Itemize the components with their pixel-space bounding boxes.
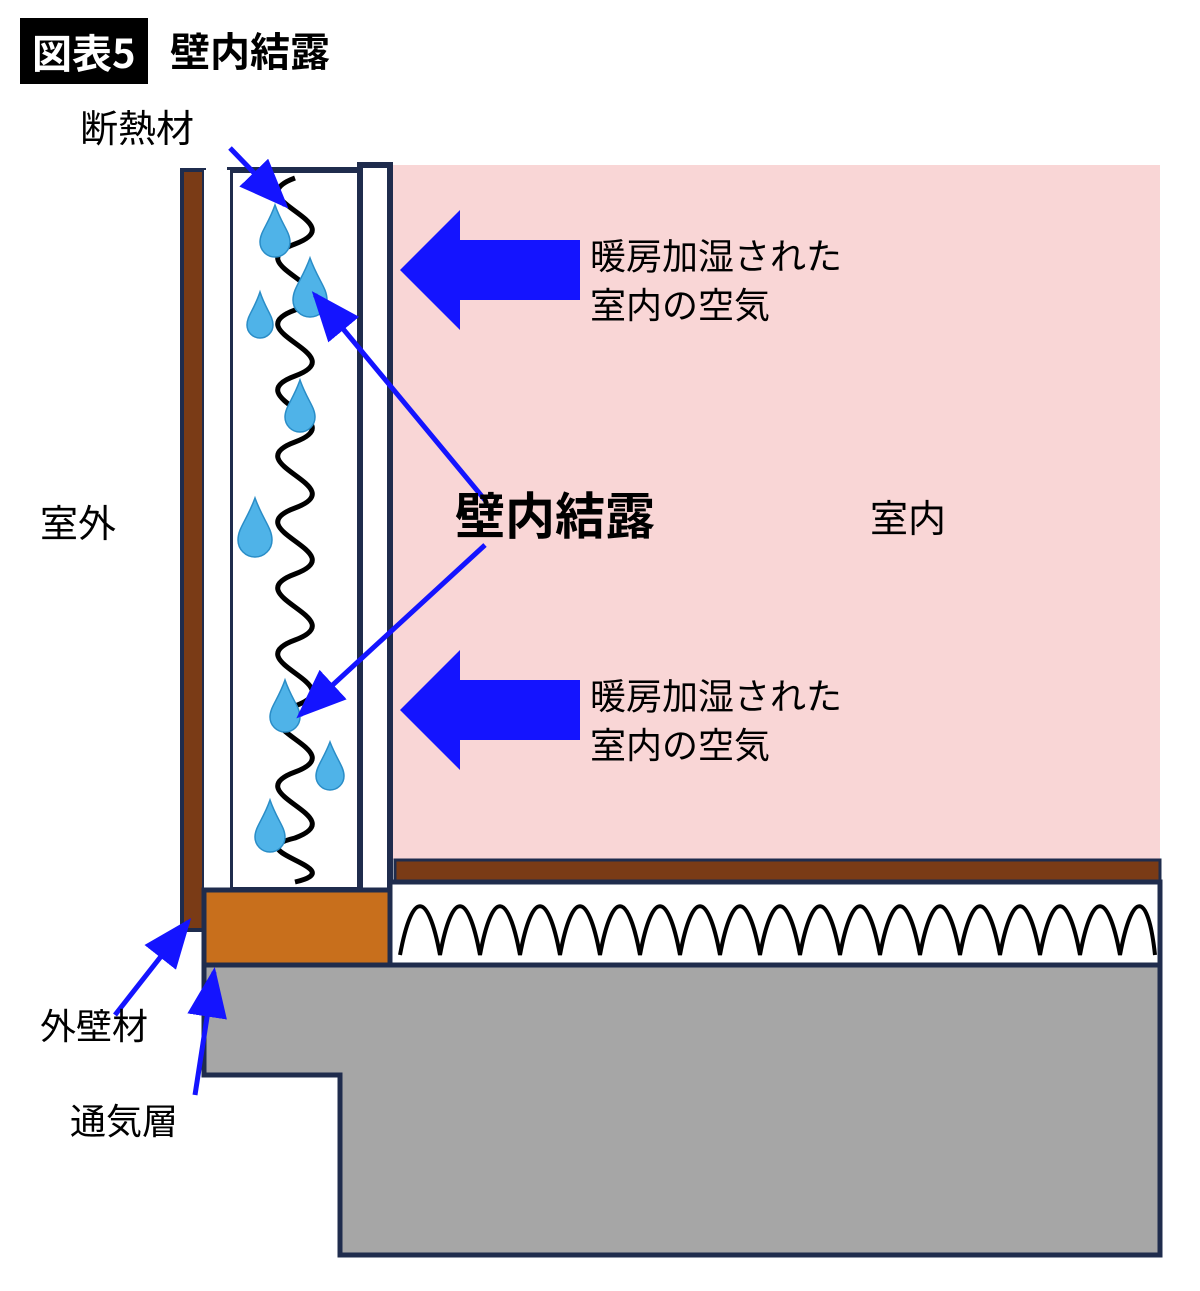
ventilation-gap (204, 170, 230, 890)
floor-board (395, 860, 1160, 882)
diagram-canvas (0, 0, 1200, 1291)
outdoor-label: 室外 (40, 495, 116, 546)
insulation-label: 断熱材 (80, 100, 194, 151)
humid-air-label-top: 暖房加湿された 室内の空気 (590, 230, 842, 327)
humid-air-label-bottom: 暖房加湿された 室内の空気 (590, 670, 842, 767)
sill-block (204, 890, 390, 965)
vent-layer-label: 通気層 (70, 1095, 178, 1144)
indoor-label: 室内 (870, 490, 946, 541)
condensation-bold-label: 壁内結露 (455, 480, 655, 548)
floor-insulation-cavity (390, 882, 1160, 965)
foundation (204, 965, 1160, 1255)
exterior-cladding (182, 170, 204, 930)
inner-wall-panel (360, 165, 390, 895)
exterior-wall-label: 外壁材 (40, 1000, 148, 1049)
